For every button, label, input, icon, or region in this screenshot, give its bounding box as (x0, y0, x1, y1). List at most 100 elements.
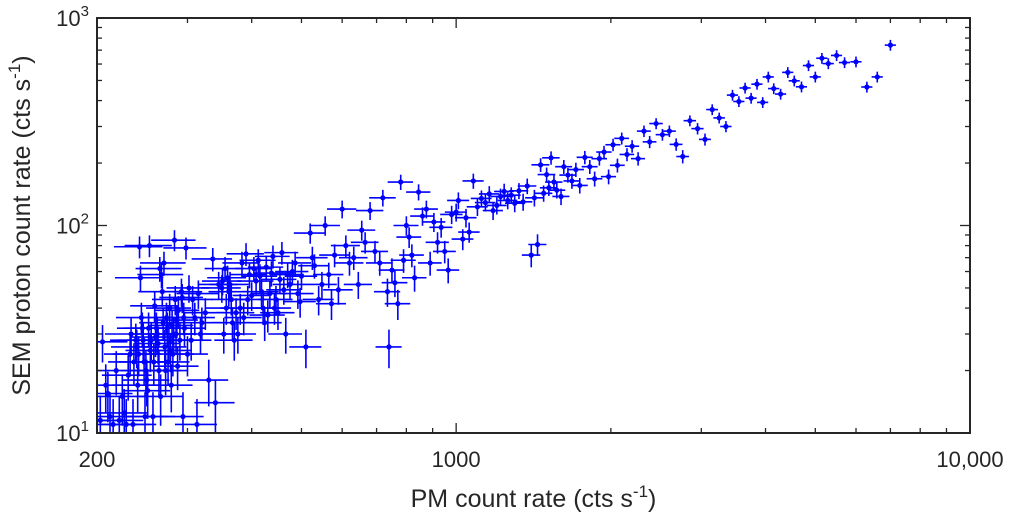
point-marker (233, 310, 239, 316)
data-point (440, 205, 463, 225)
data-point (745, 92, 757, 104)
point-marker (231, 337, 237, 343)
point-marker (874, 74, 880, 80)
data-point (168, 323, 212, 361)
point-marker (729, 92, 736, 98)
point-marker (279, 250, 285, 256)
point-marker (723, 123, 729, 130)
point-marker (267, 290, 273, 297)
data-point (350, 232, 379, 254)
data-point (458, 222, 480, 243)
point-marker (551, 179, 557, 185)
data-point (330, 235, 360, 258)
point-marker (798, 84, 805, 90)
data-point (816, 52, 828, 64)
y-axis-label: SEM proton count rate (cts s-1) (5, 55, 36, 395)
point-marker (565, 172, 571, 178)
point-marker (262, 320, 268, 326)
data-point (135, 257, 182, 282)
point-marker (107, 413, 113, 420)
point-marker (183, 245, 189, 251)
point-marker (255, 257, 261, 263)
point-marker (544, 171, 550, 178)
point-marker (319, 281, 325, 288)
point-marker (463, 215, 469, 221)
data-point (164, 336, 208, 377)
data-point (482, 202, 503, 220)
data-point (669, 138, 683, 151)
point-marker (263, 264, 269, 270)
point-marker (680, 153, 686, 160)
point-marker (619, 135, 625, 141)
data-point (275, 259, 309, 285)
point-marker (116, 417, 122, 424)
data-point (691, 123, 704, 135)
y-tick-label: 103 (56, 3, 89, 31)
point-marker (601, 149, 607, 155)
data-point (140, 251, 186, 276)
data-point (436, 258, 460, 284)
data-point (720, 121, 732, 133)
point-marker (384, 289, 391, 295)
point-marker (716, 115, 722, 121)
point-marker (184, 351, 191, 357)
data-point (676, 150, 689, 164)
point-marker (561, 164, 567, 170)
point-marker (666, 128, 672, 134)
data-point (194, 379, 235, 433)
point-marker (167, 347, 174, 354)
data-point (369, 189, 396, 207)
data-point (466, 198, 488, 217)
point-marker (624, 151, 630, 158)
point-marker (470, 178, 476, 184)
point-marker (219, 278, 226, 284)
point-marker (292, 260, 298, 266)
data-point (172, 302, 215, 336)
data-point (838, 57, 851, 69)
point-marker (528, 252, 534, 258)
data-point (605, 138, 621, 152)
point-marker (833, 52, 840, 59)
data-point (163, 237, 207, 260)
point-marker (237, 305, 243, 311)
point-marker (673, 141, 679, 147)
point-marker (534, 241, 541, 248)
point-marker (275, 310, 281, 316)
data-point (384, 289, 411, 321)
data-point (309, 216, 340, 236)
point-marker (194, 421, 200, 428)
data-point (609, 158, 625, 173)
point-marker (494, 202, 500, 208)
data-point (525, 189, 544, 207)
point-marker (765, 74, 771, 80)
data-point (478, 186, 500, 203)
point-marker (445, 267, 451, 273)
point-marker (359, 227, 365, 233)
data-point (739, 82, 751, 94)
point-marker (629, 143, 635, 149)
point-marker (819, 55, 825, 61)
point-marker (130, 421, 136, 428)
data-point (97, 325, 128, 363)
data-point (429, 218, 453, 238)
data-point (795, 81, 808, 93)
point-marker (328, 301, 335, 307)
data-point (214, 323, 253, 361)
data-point (733, 96, 745, 108)
data-point (809, 71, 821, 83)
point-marker (167, 305, 173, 311)
point-marker (158, 393, 164, 400)
data-point (147, 364, 193, 413)
point-marker (227, 281, 233, 288)
point-marker (287, 281, 293, 288)
point-marker (297, 298, 303, 305)
point-marker (113, 367, 119, 374)
point-marker (398, 179, 404, 185)
point-marker (841, 59, 848, 66)
point-marker (186, 285, 192, 291)
point-marker (647, 139, 653, 145)
data-point (289, 329, 322, 369)
data-point (447, 192, 470, 210)
data-point (418, 251, 442, 276)
point-marker (155, 340, 161, 347)
